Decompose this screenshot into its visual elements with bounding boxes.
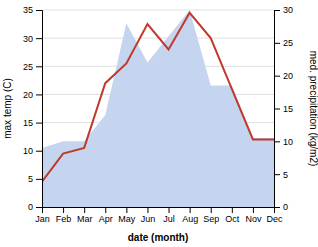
tick-mark [147, 207, 148, 213]
tick: Feb [56, 207, 72, 224]
tick-mark [126, 207, 127, 213]
axis-line [43, 208, 275, 214]
tick-mark [253, 207, 254, 213]
axis-line [275, 11, 281, 208]
tick-mark [63, 207, 64, 213]
tick-mark [36, 207, 42, 208]
tick-label: Nov [245, 214, 262, 224]
tick: 35 [23, 5, 42, 15]
tick: 10 [23, 146, 42, 156]
plot: JanFebMarAprMayJunJulAugSepOctNovDec0510… [23, 5, 293, 224]
tick: Sep [203, 207, 219, 224]
tick: Jul [163, 207, 175, 224]
tick-mark [274, 174, 280, 175]
y-axis: 0 5 10 15 20 25 30 35 [23, 5, 43, 212]
tick: 25 [23, 62, 42, 72]
tick-label: 10 [23, 146, 33, 156]
tick-label: Jan [35, 214, 50, 224]
tick-mark [36, 66, 42, 67]
tick: 30 [23, 34, 42, 44]
tick-mark [36, 94, 42, 95]
tick-label: Feb [56, 214, 72, 224]
grid [42, 10, 274, 207]
tick-label: 30 [23, 34, 33, 44]
tick-mark [36, 123, 42, 124]
tick-mark [36, 10, 42, 11]
tick-label: Aug [182, 214, 198, 224]
tick: Dec [266, 207, 283, 224]
tick: Oct [225, 207, 240, 224]
tick: 15 [23, 118, 42, 128]
tick: Apr [99, 207, 113, 224]
tick-mark [84, 207, 85, 213]
tick-label: 25 [23, 62, 33, 72]
tick-label: 35 [23, 5, 33, 15]
y2-axis: 0 5 10 15 20 25 30 [274, 5, 293, 212]
tick: Jan [35, 207, 50, 224]
tick-label: 5 [283, 170, 288, 180]
tick-mark [169, 207, 170, 213]
tick-label: Apr [99, 214, 113, 224]
tick-mark [211, 207, 212, 213]
y2-axis-title: med. precipitation (kg/m2) [308, 51, 318, 167]
tick-label: 10 [283, 137, 293, 147]
tick: Aug [182, 207, 198, 224]
tick: 25 [274, 38, 293, 48]
tick-mark [36, 179, 42, 180]
y-axis-title: max temp (C) [2, 78, 13, 139]
tick-label: May [118, 214, 136, 224]
chart: JanFebMarAprMayJunJulAugSepOctNovDec0510… [0, 0, 318, 247]
x-axis-title: date (month) [128, 232, 189, 243]
tick-label: Sep [203, 214, 219, 224]
tick-label: 20 [23, 90, 33, 100]
grid-line [42, 10, 274, 11]
x-axis: Jan Feb Mar Apr May Jun Jul Aug Sep Oct Nov Dec [35, 207, 283, 224]
tick-label: Mar [77, 214, 93, 224]
tick-label: 0 [283, 202, 288, 212]
tick-mark [36, 38, 42, 39]
tick-label: 15 [23, 118, 33, 128]
tick-mark [274, 43, 280, 44]
tick: May [118, 207, 136, 224]
tick: 0 [28, 202, 42, 212]
tick: 30 [274, 5, 293, 15]
tick: 20 [23, 90, 42, 100]
tick: 10 [274, 137, 293, 147]
tick-mark [274, 207, 280, 208]
marks [42, 10, 274, 207]
tick: 0 [274, 202, 288, 212]
axis-line [36, 11, 43, 208]
tick-mark [274, 76, 280, 77]
tick-label: Oct [225, 214, 240, 224]
tick-mark [190, 207, 191, 213]
tick-label: 30 [283, 5, 293, 15]
tick-label: 5 [28, 174, 33, 184]
tick-label: 20 [283, 71, 293, 81]
tick-mark [274, 10, 280, 11]
tick-label: 0 [28, 202, 33, 212]
tick-mark [36, 151, 42, 152]
tick: Mar [77, 207, 93, 224]
tick: 20 [274, 71, 293, 81]
tick: Jun [141, 207, 156, 224]
tick-mark [105, 207, 106, 213]
tick: 15 [274, 104, 293, 114]
tick-label: 15 [283, 104, 293, 114]
tick-mark [274, 141, 280, 142]
area [42, 10, 274, 207]
line [42, 13, 274, 182]
tick-label: Jun [141, 214, 156, 224]
tick-label: Dec [266, 214, 283, 224]
tick: 5 [28, 174, 42, 184]
tick-mark [274, 109, 280, 110]
tick: 5 [274, 170, 288, 180]
tick-label: Jul [163, 214, 175, 224]
tick-mark [232, 207, 233, 213]
tick-label: 25 [283, 38, 293, 48]
tick: Nov [245, 207, 262, 224]
